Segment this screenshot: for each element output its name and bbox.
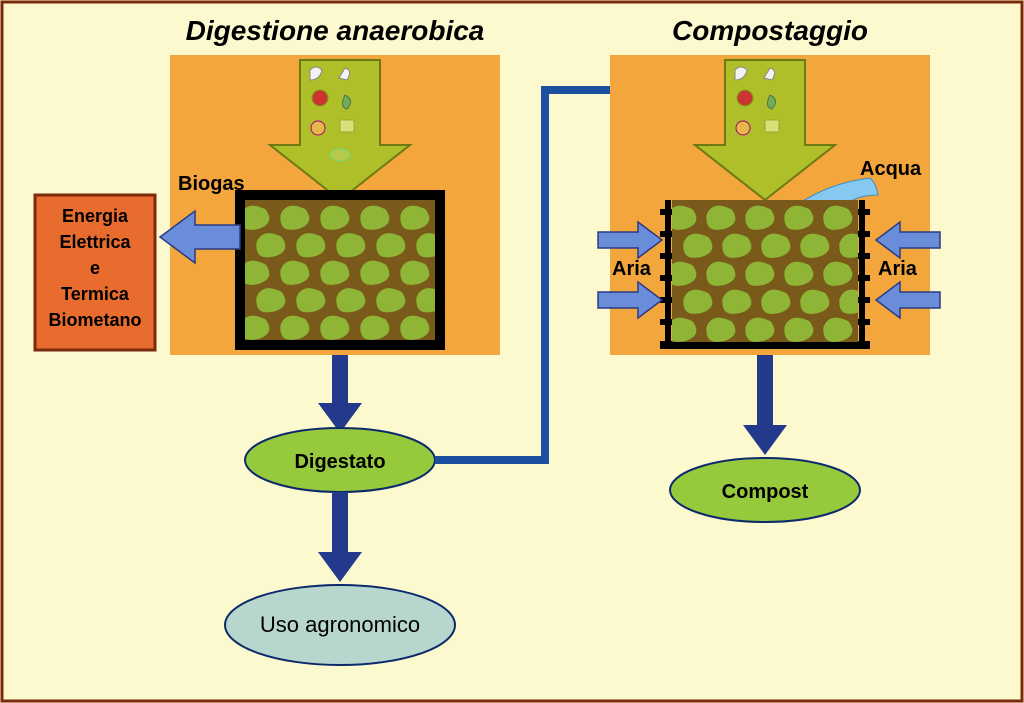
uso-agronomico-label: Uso agronomico	[260, 612, 420, 637]
aria-label-right: Aria	[878, 258, 918, 280]
title-left: Digestione anaerobica	[186, 15, 485, 46]
compost-label: Compost	[722, 481, 809, 503]
arrow-to-uso	[318, 492, 362, 582]
energy-output-box: Energia Elettrica e Termica Biometano	[35, 195, 155, 350]
energy-line-3: Termica	[61, 284, 130, 304]
arrow-to-digestato	[318, 355, 362, 433]
energy-line-0: Energia	[62, 206, 129, 226]
anaerobic-reactor	[240, 195, 446, 345]
process-diagram: Digestione anaerobica Biogas Energia Ele	[0, 0, 1024, 703]
biogas-label: Biogas	[178, 173, 245, 195]
energy-line-2: e	[90, 258, 100, 278]
acqua-label: Acqua	[860, 158, 922, 180]
aria-label-left: Aria	[612, 258, 652, 280]
arrow-to-compost	[743, 355, 787, 455]
energy-line-1: Elettrica	[59, 232, 131, 252]
title-right: Compostaggio	[672, 15, 868, 46]
energy-line-4: Biometano	[48, 310, 141, 330]
compost-reactor	[660, 200, 870, 345]
digestato-label: Digestato	[294, 451, 385, 473]
